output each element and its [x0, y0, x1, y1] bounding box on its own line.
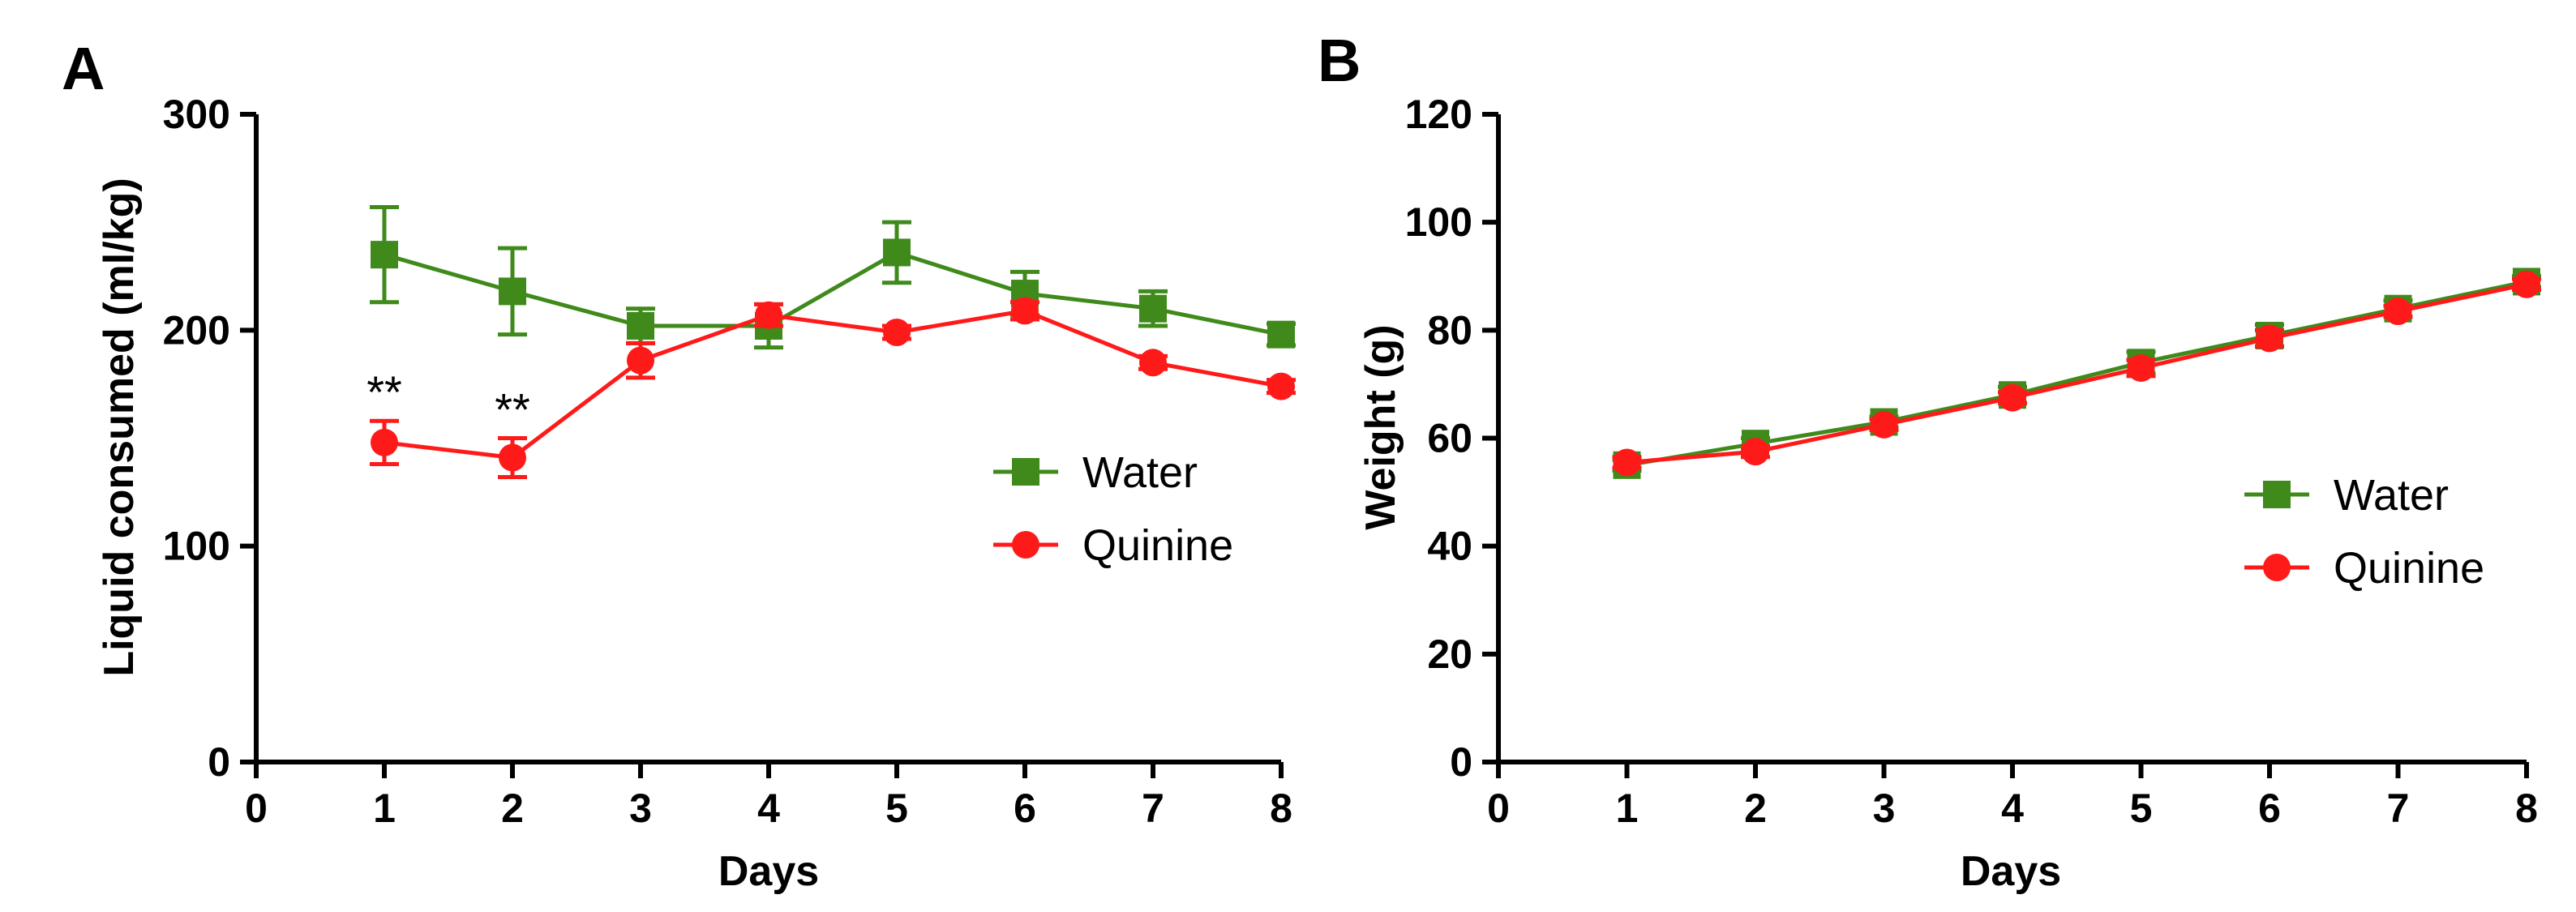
legend-item-quinine: Quinine: [993, 521, 1233, 570]
x-axis-title-b: Days: [1961, 848, 2061, 895]
y-tick-label: 0: [1450, 739, 1472, 785]
y-tick-label: 100: [1405, 199, 1472, 245]
legend-label: Quinine: [2334, 544, 2484, 593]
y-axis-title-a: Liquid consumed (ml/kg): [96, 178, 143, 676]
x-tick-label: 6: [1014, 786, 1036, 831]
legend-marker: [1012, 458, 1039, 486]
legend-label: Water: [1082, 448, 1198, 497]
marks-a: ** **: [366, 205, 1296, 479]
data-point: [883, 318, 911, 346]
axes-a: 0 100 200 300 0 1 2 3 4 5 6 7 8: [163, 92, 1292, 831]
legend-item-water: Water: [2244, 471, 2449, 520]
y-tick-label: 80: [1427, 307, 1472, 353]
series-quinine: [370, 297, 1296, 479]
axes-b: 0 20 40 60 80 100 120 0 1 2 3 4 5 6 7 8: [1405, 92, 2538, 831]
legend-label: Water: [2334, 471, 2449, 520]
significance-annotation: **: [495, 384, 530, 435]
data-point: [883, 238, 911, 267]
legend-b: Water Quinine: [2244, 471, 2484, 593]
legend-a: Water Quinine: [993, 448, 1233, 570]
x-tick-label: 1: [373, 786, 396, 831]
x-tick-label: 0: [1487, 786, 1510, 831]
legend-label: Quinine: [1082, 521, 1233, 570]
x-tick-label: 6: [2258, 786, 2281, 831]
y-tick-label: 100: [163, 524, 230, 569]
y-tick-label: 20: [1427, 632, 1472, 677]
y-tick-label: 300: [163, 92, 230, 137]
series-line: [1627, 282, 2527, 465]
legend-item-water: Water: [993, 448, 1198, 497]
series-line: [1627, 279, 2527, 468]
x-tick-label: 7: [1142, 786, 1164, 831]
y-tick-label: 200: [163, 307, 230, 353]
data-point: [2384, 298, 2412, 326]
chart-panel-a: A Liquid consumed (ml/kg) Days 010020030…: [62, 35, 1296, 895]
data-point: [627, 312, 654, 340]
data-point: [627, 346, 654, 375]
data-point: [2513, 270, 2540, 298]
data-point: [1267, 372, 1295, 400]
legend-marker: [2263, 554, 2291, 581]
data-point: [1870, 410, 1898, 439]
data-point: [2256, 324, 2283, 353]
y-tick-label: 120: [1405, 92, 1472, 137]
x-tick-label: 5: [885, 786, 908, 831]
data-point: [371, 241, 398, 269]
legend-marker: [1012, 531, 1039, 559]
data-point: [755, 301, 782, 329]
data-point: [371, 428, 398, 456]
series-quinine: [1612, 270, 2541, 477]
data-point: [499, 277, 526, 306]
legend-item-quinine: Quinine: [2244, 544, 2484, 593]
data-point: [1742, 438, 1769, 466]
data-point: [1999, 383, 2026, 412]
x-tick-label: 7: [2387, 786, 2410, 831]
data-point: [499, 443, 526, 472]
data-point: [1139, 294, 1167, 323]
x-tick-label: 4: [757, 786, 780, 831]
x-tick-label: 8: [2515, 786, 2538, 831]
x-tick-label: 0: [245, 786, 268, 831]
x-tick-label: 4: [2001, 786, 2024, 831]
x-tick-label: 8: [1270, 786, 1292, 831]
series-water: [370, 205, 1296, 350]
x-tick-label: 5: [2130, 786, 2153, 831]
panel-letter-a: A: [62, 35, 105, 102]
y-axis-title-b: Weight (g): [1357, 324, 1404, 529]
x-axis-title-a: Days: [718, 848, 819, 895]
series-line: [384, 250, 1282, 337]
data-point: [1139, 349, 1167, 377]
x-tick-label: 2: [501, 786, 524, 831]
significance-annotation: **: [366, 366, 402, 417]
y-tick-label: 0: [208, 739, 230, 785]
x-tick-label: 1: [1616, 786, 1639, 831]
legend-marker: [2263, 481, 2291, 508]
data-point: [1011, 297, 1039, 325]
y-tick-label: 40: [1427, 524, 1472, 569]
data-point: [2127, 353, 2155, 382]
y-tick-label: 60: [1427, 416, 1472, 461]
chart-panel-b: B Weight (g) Days 0 20 40 60 80 100 120 0 1 2 3 4 5 6…: [1318, 27, 2541, 895]
x-tick-label: 3: [1873, 786, 1896, 831]
panel-letter-b: B: [1318, 27, 1361, 94]
data-point: [1267, 320, 1295, 349]
x-tick-label: 3: [629, 786, 652, 831]
series-line: [384, 308, 1282, 460]
x-tick-label: 2: [1744, 786, 1767, 831]
marks-b: [1612, 268, 2541, 479]
data-point: [1613, 448, 1641, 477]
